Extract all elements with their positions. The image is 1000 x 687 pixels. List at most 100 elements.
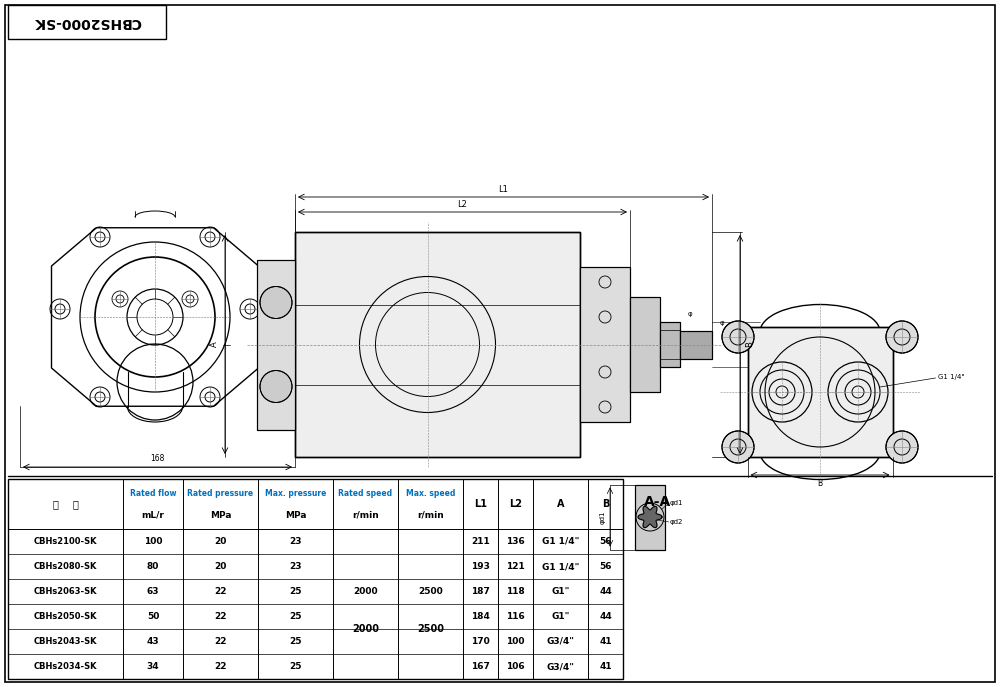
Text: 2500: 2500: [417, 624, 444, 634]
Text: 20: 20: [214, 562, 227, 571]
Text: 25: 25: [289, 662, 302, 671]
Text: 41: 41: [599, 662, 612, 671]
Bar: [680, 330, 712, 359]
Text: G1": G1": [551, 587, 570, 596]
Circle shape: [260, 370, 292, 403]
Text: L1: L1: [474, 499, 487, 509]
Text: 2500: 2500: [418, 587, 443, 596]
Text: G1 1/4": G1 1/4": [938, 374, 964, 380]
Text: 100: 100: [506, 637, 525, 646]
Circle shape: [722, 431, 754, 463]
Text: 20: 20: [214, 537, 227, 546]
Bar: [580, 267, 630, 422]
Text: φ: φ: [688, 311, 693, 317]
Text: Max. speed: Max. speed: [406, 490, 455, 499]
Text: CBHs2063-SK: CBHs2063-SK: [34, 587, 97, 596]
Text: 121: 121: [506, 562, 525, 571]
Text: B: B: [745, 341, 754, 348]
Text: G3/4": G3/4": [546, 662, 574, 671]
Text: A-A: A-A: [644, 495, 672, 509]
Text: 56: 56: [599, 562, 612, 571]
Text: G1": G1": [551, 612, 570, 621]
Polygon shape: [638, 506, 662, 528]
Text: MPa: MPa: [210, 510, 231, 519]
Text: 型: 型: [53, 499, 58, 509]
Bar: [635, 484, 665, 550]
Bar: [635, 484, 665, 550]
Bar: [660, 322, 680, 367]
Bar: [630, 297, 660, 392]
Bar: [8, 479, 623, 679]
Text: A: A: [557, 499, 564, 509]
Text: 22: 22: [214, 637, 227, 646]
Bar: [748, 327, 893, 457]
Text: CBHs2043-SK: CBHs2043-SK: [34, 637, 97, 646]
Bar: [8, 5, 166, 39]
Text: L2: L2: [509, 499, 522, 509]
Text: 23: 23: [289, 562, 302, 571]
Text: 44: 44: [599, 612, 612, 621]
Text: 23: 23: [289, 537, 302, 546]
Text: 136: 136: [506, 537, 525, 546]
Text: Rated flow: Rated flow: [130, 490, 176, 499]
Text: 2000: 2000: [352, 624, 379, 634]
Text: 184: 184: [471, 612, 490, 621]
Text: 187: 187: [471, 587, 490, 596]
Bar: [257, 260, 295, 430]
Text: φd1: φd1: [600, 510, 606, 523]
Bar: [630, 297, 660, 392]
Text: 号: 号: [73, 499, 78, 509]
Text: G3/4": G3/4": [546, 637, 574, 646]
Text: 118: 118: [506, 587, 525, 596]
Text: 116: 116: [506, 612, 525, 621]
Bar: [295, 232, 580, 457]
Text: 44: 44: [599, 587, 612, 596]
Text: 167: 167: [471, 662, 490, 671]
Text: 100: 100: [144, 537, 162, 546]
Text: φd2: φd2: [670, 519, 683, 525]
Circle shape: [886, 321, 918, 353]
Circle shape: [886, 431, 918, 463]
Text: 80: 80: [147, 562, 159, 571]
Bar: [580, 267, 630, 422]
Text: 50: 50: [147, 612, 159, 621]
Text: 25: 25: [289, 612, 302, 621]
Text: CBHs2034-SK: CBHs2034-SK: [34, 662, 97, 671]
Text: A: A: [210, 341, 219, 348]
Text: 41: 41: [599, 637, 612, 646]
Text: 25: 25: [289, 637, 302, 646]
Text: r/min: r/min: [352, 510, 379, 519]
Text: B: B: [817, 479, 823, 488]
Text: CBHs2050-SK: CBHs2050-SK: [34, 612, 97, 621]
Circle shape: [722, 321, 754, 353]
Text: CBHS2000-SK: CBHS2000-SK: [33, 15, 141, 29]
Text: Rated speed: Rated speed: [338, 490, 393, 499]
Text: mL/r: mL/r: [142, 510, 164, 519]
Bar: [680, 330, 712, 359]
Text: G1 1/4": G1 1/4": [542, 562, 579, 571]
Text: 106: 106: [506, 662, 525, 671]
Text: 43: 43: [147, 637, 159, 646]
Text: 22: 22: [214, 612, 227, 621]
Text: CBHs2080-SK: CBHs2080-SK: [34, 562, 97, 571]
Text: 22: 22: [214, 587, 227, 596]
Text: G1 1/4": G1 1/4": [542, 537, 579, 546]
Text: 170: 170: [471, 637, 490, 646]
Circle shape: [260, 286, 292, 319]
Bar: [257, 260, 295, 430]
Text: L2: L2: [458, 200, 467, 209]
Text: 2000: 2000: [353, 587, 378, 596]
Text: φd1: φd1: [670, 500, 684, 506]
Bar: [660, 322, 680, 367]
Bar: [295, 232, 580, 457]
Text: 25: 25: [289, 587, 302, 596]
Text: 22: 22: [214, 662, 227, 671]
Text: 211: 211: [471, 537, 490, 546]
Text: 168: 168: [150, 454, 164, 463]
Text: 63: 63: [147, 587, 159, 596]
Text: Max. pressure: Max. pressure: [265, 490, 326, 499]
Text: B: B: [602, 499, 609, 509]
Text: 193: 193: [471, 562, 490, 571]
Text: 34: 34: [147, 662, 159, 671]
Text: Rated pressure: Rated pressure: [187, 490, 254, 499]
